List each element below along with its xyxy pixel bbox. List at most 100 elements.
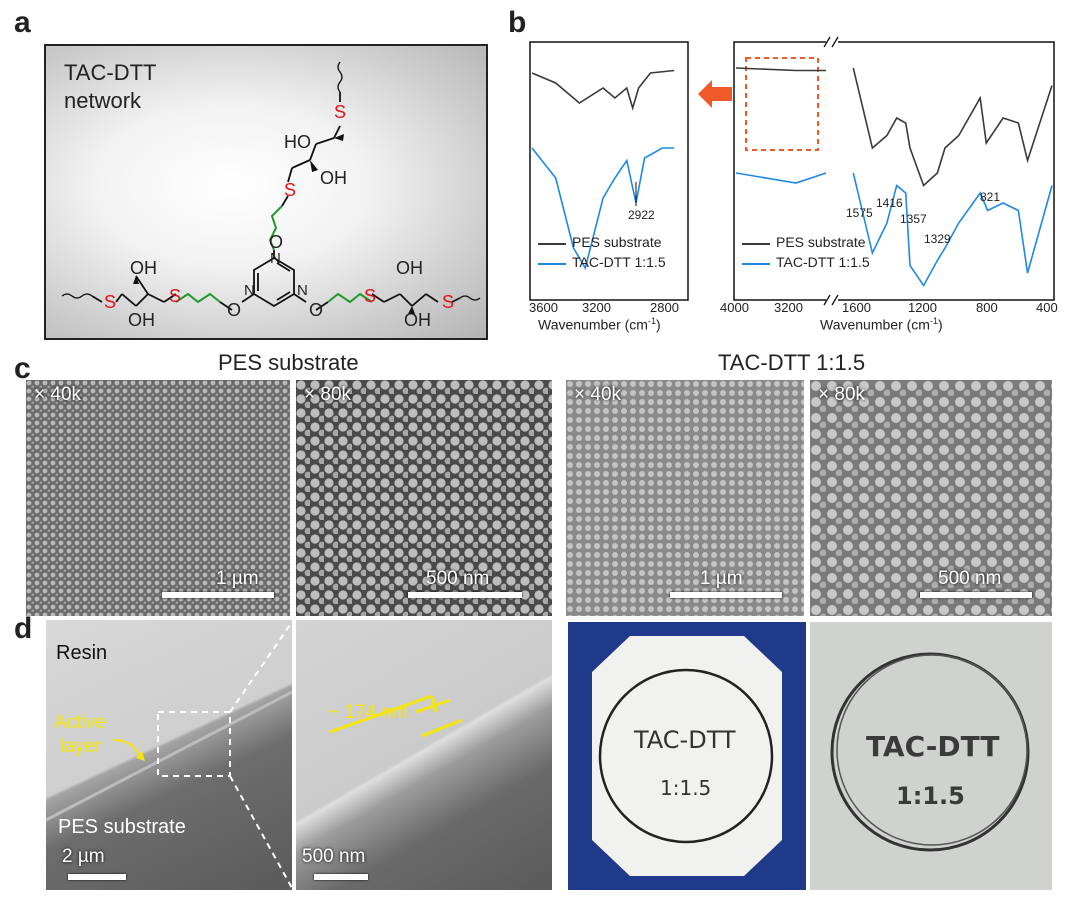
tem-image-overview: Resin Active layer PES substrate 2 µm — [46, 620, 292, 890]
ftir-left-tick-0: 3600 — [529, 300, 558, 315]
ftir-right-annotation-1416: 1416 — [876, 196, 903, 210]
atom-HO-top: HO — [284, 132, 311, 152]
sem-image-pes-80k: × 80k 500 nm — [296, 380, 552, 616]
ftir-left-annotation-2922: 2922 — [628, 208, 655, 222]
sem-scale-label-4: 500 nm — [938, 568, 1002, 589]
membrane-text-line1: TAC-DTT — [634, 726, 736, 754]
ftir-left-xlabel: Wavenumber (cm-1) — [538, 316, 661, 333]
sem-mag-1: × 40k — [34, 384, 82, 405]
xlabel-close: ) — [655, 316, 661, 333]
xlabel-close-right: ) — [937, 316, 943, 333]
tac-dtt-structure — [61, 61, 481, 314]
sem-scale-bar-4 — [920, 592, 1032, 598]
highlight-box — [745, 57, 819, 151]
legend-line-tac-left — [538, 263, 566, 265]
ftir-right-tick-3: 1200 — [908, 300, 937, 315]
zoom-region-box — [157, 711, 231, 777]
sem-title-pes: PES substrate — [218, 350, 359, 375]
atom-OH-right-up: OH — [396, 258, 423, 278]
legend-line-pes-left — [538, 243, 566, 245]
chemical-structure-panel: TAC-DTT network — [44, 44, 488, 340]
atom-S-right-inner: S — [364, 286, 377, 306]
atom-OH-left-down: OH — [128, 310, 155, 330]
panel-label-a: a — [14, 6, 31, 39]
ftir-left-legend-tac: TAC-DTT 1:1.5 — [572, 254, 666, 270]
membrane-grey-text-line2: 1:1.5 — [896, 782, 965, 810]
atom-S-mid: S — [284, 180, 297, 200]
atom-O-right: O — [309, 300, 324, 320]
sem-scale-bar-1 — [162, 592, 274, 598]
atom-OH-right-down: OH — [404, 310, 431, 330]
atom-S-left-inner: S — [169, 286, 182, 306]
ftir-left-legend-pes: PES substrate — [572, 234, 662, 250]
xlabel-text-right: Wavenumber (cm — [820, 316, 930, 333]
network-title-line1: TAC-DTT — [64, 60, 157, 85]
atom-N-1: N — [270, 250, 281, 267]
membrane-photo-blue: TAC-DTT 1:1.5 — [568, 622, 806, 890]
sem-scale-label-1: 1 µm — [216, 568, 259, 589]
ftir-right-tick-0: 4000 — [720, 300, 749, 315]
tem-scale-bar-right — [314, 874, 368, 880]
atom-S-left-outer: S — [104, 292, 117, 312]
legend-line-pes-right — [742, 243, 770, 245]
ftir-right-chart — [733, 36, 1055, 306]
ftir-left-series-pes — [531, 69, 675, 111]
membrane-grey-text-line1: TAC-DTT — [866, 730, 1000, 763]
sem-scale-bar-3 — [670, 592, 782, 598]
sem-mag-3: × 40k — [574, 384, 622, 405]
membrane-text-line2: 1:1.5 — [660, 776, 712, 800]
sem-mag-2: × 80k — [304, 384, 352, 405]
ftir-left-chart — [529, 41, 689, 301]
sem-title-tac: TAC-DTT 1:1.5 — [718, 350, 866, 375]
xlabel-sup-right: -1 — [929, 316, 938, 326]
atom-OH-top: OH — [320, 168, 347, 188]
ftir-right-series-tac-high — [735, 172, 827, 184]
atom-S-top: S — [334, 102, 347, 122]
ftir-left-tick-2: 2800 — [650, 300, 679, 315]
atom-OH-left-up: OH — [130, 258, 157, 278]
ftir-right-xlabel: Wavenumber (cm-1) — [820, 316, 943, 333]
tem-scale-label-left: 2 µm — [62, 846, 105, 867]
panel-label-b: b — [508, 6, 527, 39]
sem-scale-bar-2 — [408, 592, 522, 598]
tem-label-active-2: layer — [60, 736, 102, 757]
sem-mag-4: × 80k — [818, 384, 866, 405]
ftir-right-series-pes-low — [852, 67, 1053, 187]
sem-image-tac-80k: × 80k 500 nm — [810, 380, 1052, 616]
tem-image-zoom: ~ 174 nm 500 nm — [296, 620, 552, 890]
xlabel-sup: -1 — [647, 316, 656, 326]
xlabel-text: Wavenumber (cm — [538, 316, 648, 333]
panel-label-d: d — [14, 612, 33, 645]
ftir-right-series-pes-high — [735, 67, 826, 72]
tem-scale-label-right: 500 nm — [302, 846, 366, 867]
panel-label-c: c — [14, 352, 31, 385]
ftir-right-tick-1: 3200 — [774, 300, 803, 315]
legend-line-tac-right — [742, 263, 770, 265]
tem-scale-bar-left — [68, 874, 126, 880]
ftir-right-series-tac-low — [852, 172, 1053, 288]
ftir-right-legend-pes: PES substrate — [776, 234, 866, 250]
sem-image-pes-40k: × 40k 1 µm — [26, 380, 290, 616]
ftir-right-legend-tac: TAC-DTT 1:1.5 — [776, 254, 870, 270]
atom-N-3: N — [297, 282, 308, 299]
atom-N-2: N — [244, 282, 255, 299]
tem-label-resin: Resin — [56, 642, 108, 664]
network-title-line2: network — [64, 88, 142, 113]
ftir-right-annotation-1357: 1357 — [900, 212, 927, 226]
ftir-right-tick-5: 400 — [1036, 300, 1058, 315]
tem-label-substrate: PES substrate — [58, 816, 186, 838]
atom-O-top: O — [269, 232, 284, 252]
atom-S-right-outer: S — [442, 292, 455, 312]
sem-scale-label-3: 1 µm — [700, 568, 743, 589]
ftir-right-tick-4: 800 — [976, 300, 998, 315]
ftir-right-annotation-1575: 1575 — [846, 206, 873, 220]
ftir-left-series-tac — [531, 147, 675, 271]
ftir-right-annotation-1329: 1329 — [924, 232, 951, 246]
tem-thickness-label: ~ 174 nm — [328, 702, 408, 723]
zoom-arrow-icon — [698, 80, 732, 108]
sem-scale-label-2: 500 nm — [426, 568, 490, 589]
ftir-right-tick-2: 1600 — [842, 300, 871, 315]
ftir-left-tick-1: 3200 — [582, 300, 611, 315]
ftir-right-annotation-821: 821 — [980, 190, 1001, 204]
atom-O-left: O — [227, 300, 242, 320]
